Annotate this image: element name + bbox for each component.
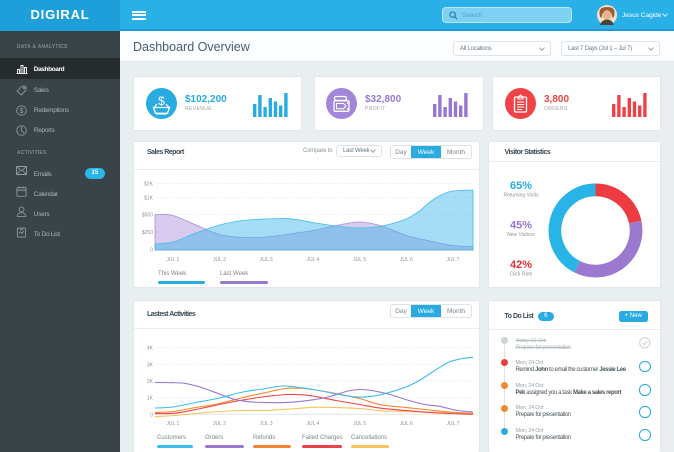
svg-text:JUL 3: JUL 3 — [260, 421, 273, 427]
svg-text:New Visitors: New Visitors — [507, 232, 535, 238]
svg-text:Click Rate: Click Rate — [510, 272, 533, 278]
svg-text:$: $ — [19, 107, 23, 114]
svg-text:JUL 5: JUL 5 — [353, 421, 366, 427]
svg-text:3K: 3K — [147, 362, 154, 368]
svg-text:0: 0 — [150, 248, 153, 254]
svg-text:JUL 7: JUL 7 — [447, 257, 460, 263]
svg-text:JUL 1: JUL 1 — [166, 421, 179, 427]
svg-text:$1K: $1K — [144, 196, 154, 202]
svg-text:JUL 2: JUL 2 — [213, 421, 226, 427]
svg-text:0: 0 — [150, 412, 153, 418]
svg-text:JUL 6: JUL 6 — [400, 257, 413, 263]
svg-text:JUL 2: JUL 2 — [213, 257, 226, 263]
svg-text:Returning Visits: Returning Visits — [504, 193, 539, 199]
svg-text:1K: 1K — [147, 396, 154, 402]
svg-text:$500: $500 — [142, 212, 153, 218]
svg-text:JUL 6: JUL 6 — [400, 421, 413, 427]
svg-text:$250: $250 — [142, 230, 153, 236]
svg-text:JUL 5: JUL 5 — [353, 257, 366, 263]
svg-text:4K: 4K — [147, 346, 154, 352]
svg-text:42%: 42% — [510, 259, 532, 271]
svg-text:$2K: $2K — [144, 182, 154, 188]
svg-text:2K: 2K — [147, 379, 154, 385]
svg-text:JUL 4: JUL 4 — [306, 257, 319, 263]
svg-text:JUL 3: JUL 3 — [260, 257, 273, 263]
svg-text:65%: 65% — [510, 180, 532, 192]
svg-text:45%: 45% — [510, 220, 532, 232]
svg-text:$: $ — [158, 94, 165, 108]
svg-text:JUL 4: JUL 4 — [306, 421, 319, 427]
svg-text:JUL 7: JUL 7 — [447, 421, 460, 427]
svg-text:JUL 1: JUL 1 — [166, 257, 179, 263]
